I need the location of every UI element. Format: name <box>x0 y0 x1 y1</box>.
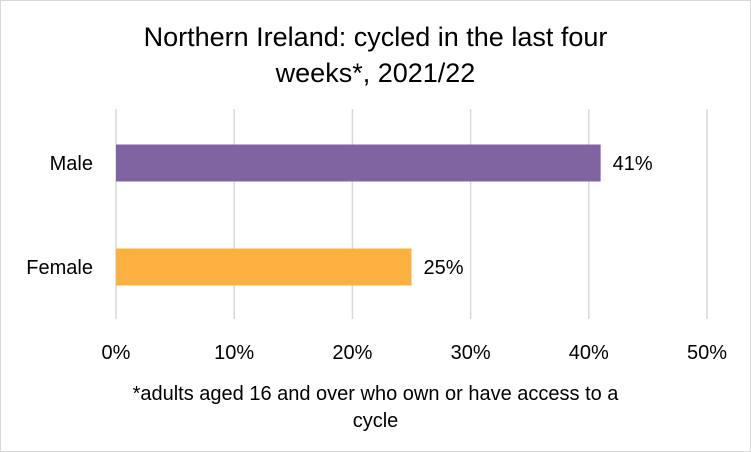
labels: 0% 10% 20% 30% 40% 50% Male 41% Female 25% <box>26 153 727 364</box>
data-label: 25% <box>424 257 464 279</box>
chart-title-line-2: weeks*, 2021/22 <box>275 58 476 88</box>
footnote-line-1: *adults aged 16 and over who own or have… <box>132 383 619 405</box>
category-label: Female <box>26 257 93 279</box>
bars <box>116 144 601 286</box>
bar-female <box>116 248 412 286</box>
x-tick-label: 20% <box>332 342 372 364</box>
x-tick-label: 50% <box>687 342 727 364</box>
chart-title: Northern Ireland: cycled in the last fou… <box>1 19 750 91</box>
category-label: Male <box>50 153 93 175</box>
x-tick-label: 0% <box>102 342 131 364</box>
footnote-line-2: cycle <box>352 410 399 432</box>
bar-male <box>116 144 601 182</box>
data-label: 41% <box>613 153 653 175</box>
chart-footnote: *adults aged 16 and over who own or have… <box>1 381 750 435</box>
x-tick-label: 30% <box>451 342 491 364</box>
x-tick-label: 40% <box>569 342 609 364</box>
chart-title-line-1: Northern Ireland: cycled in the last fou… <box>143 22 608 52</box>
x-tick-label: 10% <box>214 342 254 364</box>
gridlines <box>115 109 708 319</box>
